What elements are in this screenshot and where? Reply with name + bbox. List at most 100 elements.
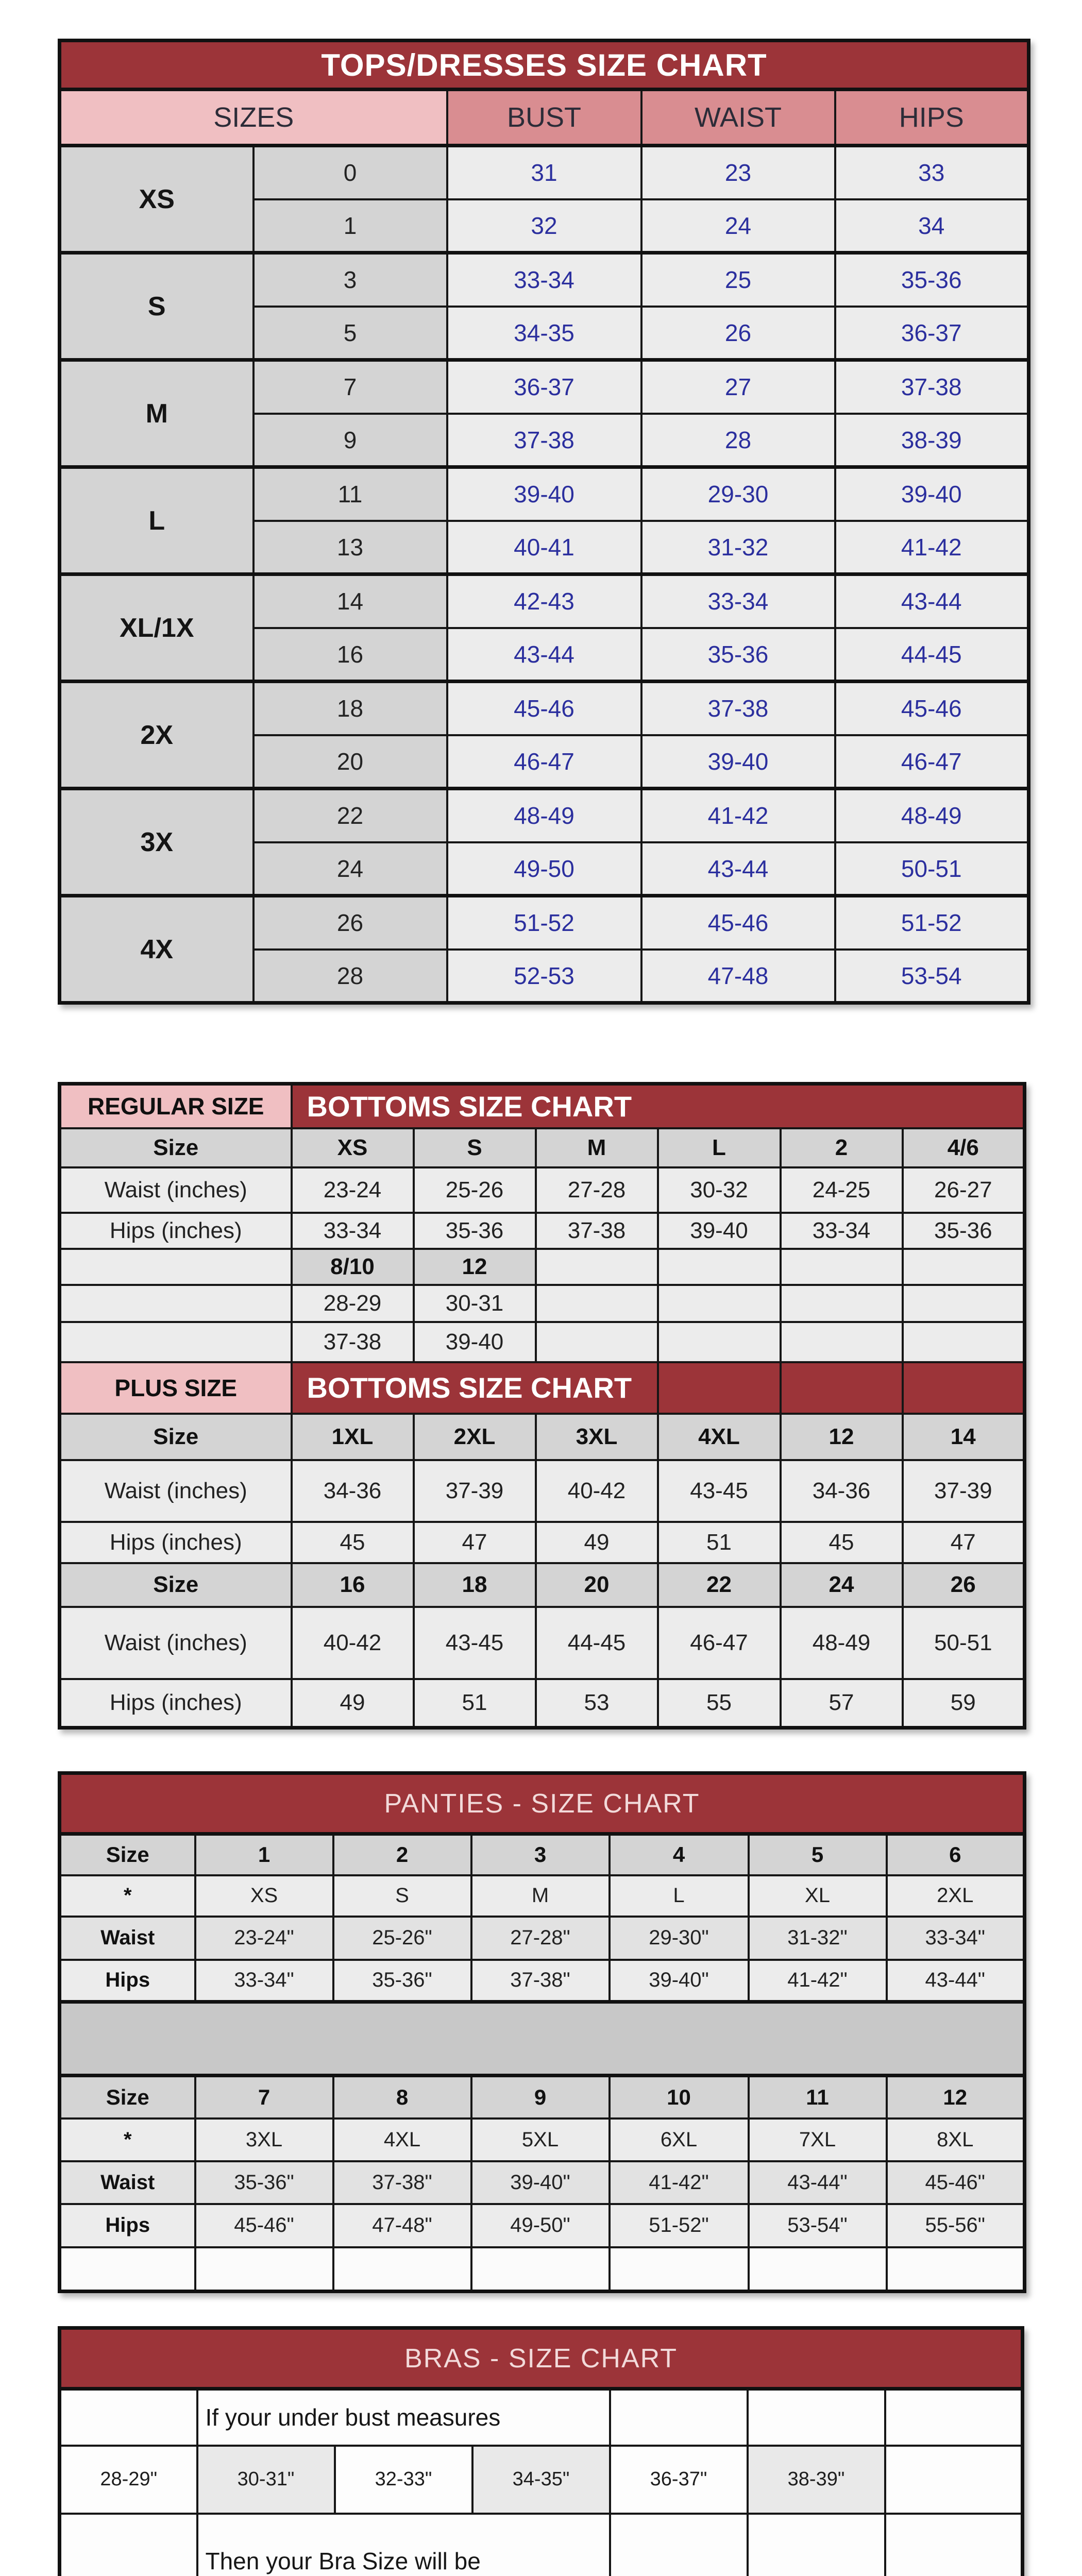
bottoms-regular-cell: S <box>412 1127 537 1168</box>
bottoms-plus-row-label: Hips (inches) <box>58 1677 293 1729</box>
panties-empty-row <box>58 2246 1026 2293</box>
tops-size-letter: 3X <box>58 787 255 897</box>
tops-chart-title: TOPS/DRESSES SIZE CHART <box>58 39 1030 91</box>
bottoms-regular-cell <box>901 1247 1026 1286</box>
bras-underbust-row: If your under bust measures <box>58 2387 1024 2447</box>
bras-size-label: Then your Bra Size will be <box>196 2512 611 2576</box>
tops-size-number: 14 <box>252 572 448 629</box>
tops-header-row: SIZES BUST WAIST HIPS <box>58 88 1030 147</box>
bottoms-regular-cell: M <box>534 1127 659 1168</box>
tops-hips-value: 35-36 <box>834 251 1030 308</box>
bottoms-plus-cell: 22 <box>656 1562 782 1608</box>
panties-cell: 31-32" <box>747 1915 888 1961</box>
tops-bust-value: 46-47 <box>446 734 643 790</box>
bottoms-regular-cell: 23-24 <box>290 1166 415 1214</box>
tops-bust-value: 42-43 <box>446 572 643 629</box>
bottoms-regular-cell <box>779 1283 904 1323</box>
panties-cell: 4XL <box>332 2117 472 2162</box>
tops-waist-value: 47-48 <box>640 948 836 1004</box>
tops-waist-value: 33-34 <box>640 572 836 629</box>
bottoms-plus-cell: 16 <box>290 1562 415 1608</box>
tops-hips-value: 37-38 <box>834 358 1030 415</box>
bras-band-value: 36-37" <box>608 2444 749 2515</box>
bottoms-plus-header: PLUS SIZE BOTTOMS SIZE CHART <box>58 1361 1026 1415</box>
bottoms-regular-cell <box>534 1247 659 1286</box>
bottoms-regular-cell <box>656 1283 782 1323</box>
panties-cell: 4 <box>608 1833 750 1876</box>
tops-row: S 3 33-34 25 35-36 <box>58 251 1030 361</box>
bottoms-regular-cell <box>779 1247 904 1286</box>
panties-cell: 29-30" <box>608 1915 750 1961</box>
panties-cell: S <box>332 1874 472 1918</box>
bottoms-regular-cell: 2 <box>779 1127 904 1168</box>
bras-band-value: 32-33" <box>333 2444 474 2515</box>
bottoms-plus-cell: 48-49 <box>779 1605 904 1680</box>
panties-cell: M <box>470 1874 611 1918</box>
tops-size-number: 22 <box>252 787 448 843</box>
tops-hips-value: 36-37 <box>834 306 1030 361</box>
bottoms-plus-cell: 47 <box>901 1520 1026 1564</box>
bottoms-regular-row: 8/10 12 <box>58 1247 1026 1286</box>
panties-cell: 51-52" <box>608 2202 750 2248</box>
bottoms-plus-cell: 59 <box>901 1677 1026 1729</box>
tops-size-number: 18 <box>252 680 448 736</box>
panties-cell: 8 <box>332 2074 472 2120</box>
tops-size-letter: L <box>58 465 255 575</box>
tops-row: L 11 39-40 29-30 39-40 <box>58 465 1030 575</box>
tops-dresses-size-chart: TOPS/DRESSES SIZE CHART SIZES BUST WAIST… <box>58 39 1030 1005</box>
tops-size-letter: XS <box>58 144 255 254</box>
panties-row-waist: Waist 23-24" 25-26" 27-28" 29-30" 31-32" 33-34… <box>58 1915 1026 1961</box>
bottoms-plus-cell: 43-45 <box>656 1459 782 1523</box>
bras-empty-cell <box>746 2387 886 2447</box>
tops-header-waist: WAIST <box>640 88 836 147</box>
tops-waist-value: 45-46 <box>640 894 836 951</box>
tops-row: 20 46-47 39-40 46-47 <box>60 734 1030 790</box>
tops-bust-value: 51-52 <box>446 894 643 951</box>
bottoms-regular-cell <box>656 1247 782 1286</box>
bottoms-plus-cell: 51 <box>412 1677 537 1729</box>
tops-waist-value: 27 <box>640 358 836 415</box>
panties-empty-cell <box>58 2246 196 2293</box>
tops-hips-value: 50-51 <box>834 841 1030 897</box>
tops-waist-value: 41-42 <box>640 787 836 843</box>
tops-title-row: TOPS/DRESSES SIZE CHART <box>58 39 1030 91</box>
tops-hips-value: 41-42 <box>834 520 1030 575</box>
bottoms-regular-cell: 26-27 <box>901 1166 1026 1214</box>
tops-header-sizes: SIZES <box>58 88 448 147</box>
tops-waist-value: 37-38 <box>640 680 836 736</box>
bottoms-plus-row: Hips (inches) 49 51 53 55 57 59 <box>58 1677 1026 1729</box>
bottoms-plus-row: Hips (inches) 45 47 49 51 45 47 <box>58 1520 1026 1564</box>
tops-hips-value: 43-44 <box>834 572 1030 629</box>
bras-empty-cell <box>884 2512 1024 2576</box>
bras-empty-cell <box>746 2512 886 2576</box>
bottoms-regular-header-title: BOTTOMS SIZE CHART <box>290 1082 1026 1129</box>
panties-cell: 37-38" <box>470 1958 611 2003</box>
panties-cell: 27-28" <box>470 1915 611 1961</box>
panties-cell: 7XL <box>747 2117 888 2162</box>
panties-row-size: Size 1 2 3 4 5 6 <box>58 1833 1026 1876</box>
tops-size-letter: 2X <box>58 680 255 790</box>
bottoms-plus-cell: 1XL <box>290 1412 415 1461</box>
tops-bust-value: 48-49 <box>446 787 643 843</box>
panties-empty-cell <box>608 2246 750 2293</box>
tops-waist-value: 35-36 <box>640 627 836 683</box>
bras-empty-cell <box>608 2512 749 2576</box>
tops-size-number: 24 <box>252 841 448 897</box>
bottoms-plus-cell: 44-45 <box>534 1605 659 1680</box>
bottoms-regular-row-label <box>58 1283 293 1323</box>
bottoms-plus-cell: 57 <box>779 1677 904 1729</box>
panties-empty-cell <box>747 2246 888 2293</box>
bottoms-plus-header-filler <box>657 1361 782 1415</box>
tops-size-number: 9 <box>252 413 448 468</box>
bottoms-regular-cell: 8/10 <box>290 1247 415 1286</box>
tops-row: 28 52-53 47-48 53-54 <box>60 948 1030 1004</box>
bottoms-plus-cell: 49 <box>534 1520 659 1564</box>
panties-cell: 45-46" <box>194 2202 334 2248</box>
bras-band-value: 38-39" <box>746 2444 886 2515</box>
bras-empty-cell <box>884 2387 1024 2447</box>
panties-cell: 6 <box>885 1833 1026 1876</box>
tops-hips-value: 34 <box>834 198 1030 254</box>
tops-size-letter: XL/1X <box>58 572 255 683</box>
bottoms-regular-cell: 25-26 <box>412 1166 537 1214</box>
bottoms-regular-cell: L <box>656 1127 782 1168</box>
